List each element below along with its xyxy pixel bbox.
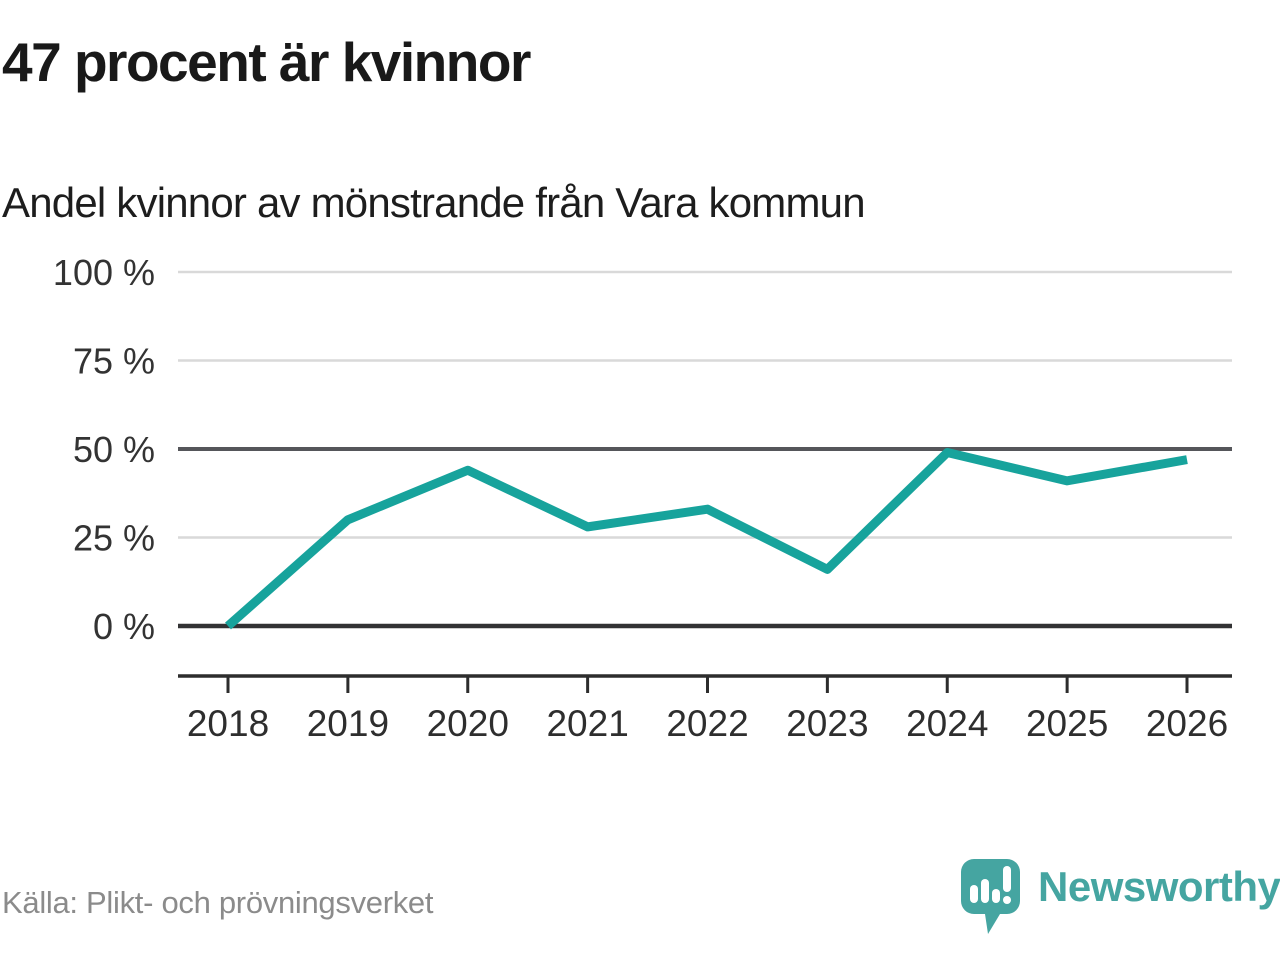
x-axis-label: 2022 <box>666 703 748 744</box>
x-axis-label: 2026 <box>1146 703 1228 744</box>
newsworthy-wordmark: Newsworthy <box>1038 863 1280 910</box>
x-axis-label: 2023 <box>786 703 868 744</box>
logo-speech-bubble <box>961 859 1020 934</box>
x-axis-label: 2025 <box>1026 703 1108 744</box>
y-axis-label: 50 % <box>73 429 155 470</box>
x-axis-label: 2020 <box>427 703 509 744</box>
logo-exclamation-bar <box>1003 866 1011 892</box>
logo-bar <box>970 885 978 903</box>
x-axis-label: 2021 <box>546 703 628 744</box>
y-axis-label: 0 % <box>93 606 155 647</box>
newsworthy-logo-icon <box>961 859 1020 934</box>
chart-title: 47 procent är kvinnor <box>2 31 531 93</box>
logo-bar <box>992 889 1000 903</box>
x-axis-label: 2018 <box>187 703 269 744</box>
y-axis-label: 25 % <box>73 518 155 559</box>
y-axis-label: 75 % <box>73 341 155 382</box>
logo-bar <box>981 879 989 903</box>
y-axis-label: 100 % <box>53 252 155 293</box>
logo-exclamation-dot <box>1003 896 1011 904</box>
chart-subtitle: Andel kvinnor av mönstrande från Vara ko… <box>2 179 866 226</box>
x-axis-label: 2024 <box>906 703 988 744</box>
x-axis-label: 2019 <box>307 703 389 744</box>
newsworthy-logo: Newsworthy <box>960 858 1280 936</box>
data-line-andel-kvinnor <box>225 448 1188 630</box>
source-text: Källa: Plikt- och prövningsverket <box>2 885 434 920</box>
